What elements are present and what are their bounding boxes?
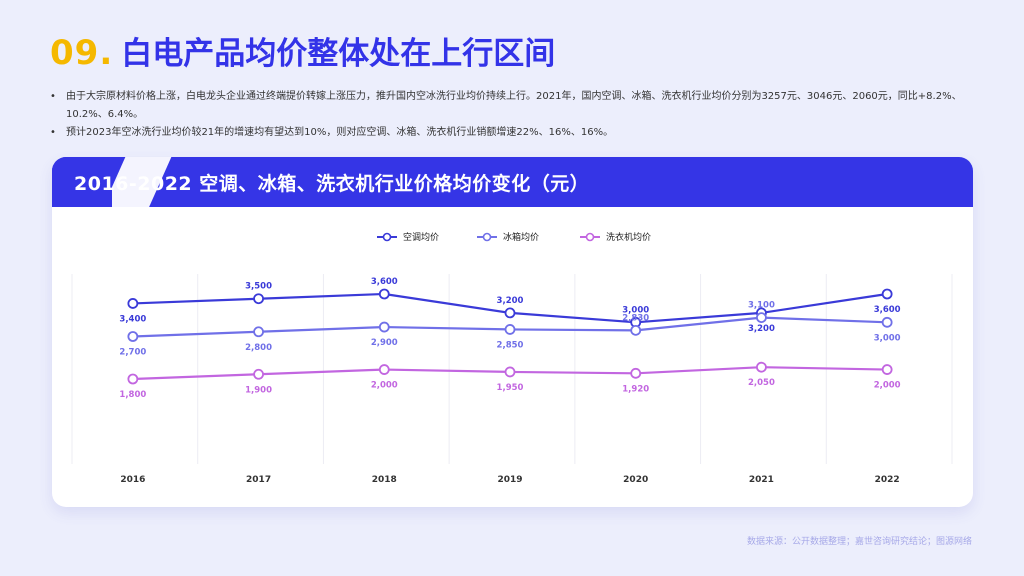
x-tick-label: 2022 — [875, 475, 900, 485]
legend-label: 空调均价 — [403, 231, 439, 243]
x-tick-label: 2017 — [246, 475, 271, 485]
data-label: 3,600 — [874, 305, 901, 315]
legend-marker — [482, 232, 492, 242]
data-label: 3,100 — [748, 301, 775, 311]
data-point — [253, 326, 264, 338]
header-stripe-mask — [52, 157, 112, 207]
data-label: 1,920 — [622, 384, 649, 394]
data-label: 3,000 — [622, 305, 649, 315]
data-point — [504, 307, 516, 319]
data-label: 3,200 — [748, 324, 775, 334]
data-label: 2,000 — [371, 381, 398, 391]
data-point — [127, 331, 139, 342]
data-label: 3,500 — [245, 282, 272, 292]
data-label: 1,900 — [245, 385, 272, 395]
data-label: 3,600 — [371, 277, 398, 287]
data-point — [881, 316, 893, 328]
title-row: 09. 白电产品均价整体处在上行区间 — [50, 28, 555, 73]
data-point — [253, 368, 264, 380]
data-point — [630, 324, 642, 336]
data-label: 1,950 — [497, 383, 524, 393]
legend-item: 洗衣机均价 — [580, 231, 651, 243]
data-point — [881, 364, 893, 375]
bullet-item: 由于大宗原材料价格上涨，白电龙头企业通过终端提价转嫁上涨压力，推升国内空冰洗行业… — [50, 88, 980, 124]
data-label: 2,830 — [622, 313, 649, 323]
data-point — [504, 366, 516, 378]
data-point — [127, 373, 139, 385]
data-point — [378, 321, 390, 333]
legend-item: 冰箱均价 — [477, 231, 539, 243]
data-label: 2,700 — [119, 348, 146, 358]
data-label: 2,050 — [748, 378, 775, 388]
legend-item: 空调均价 — [377, 231, 439, 243]
data-point — [127, 298, 139, 309]
data-point — [378, 288, 390, 300]
data-point — [881, 288, 893, 300]
page-title: 白电产品均价整体处在上行区间 — [121, 36, 556, 72]
x-tick-label: 2018 — [372, 475, 397, 485]
x-tick-label: 2021 — [749, 475, 774, 485]
x-tick-label: 2016 — [120, 475, 145, 485]
data-label: 2,800 — [245, 343, 272, 353]
chart-card-header: 2016-2022 空调、冰箱、洗衣机行业价格均价变化（元） — [52, 157, 973, 207]
section-number: 09. — [50, 33, 114, 73]
legend-marker — [382, 232, 392, 242]
legend-label: 冰箱均价 — [503, 231, 539, 243]
data-label: 3,000 — [874, 333, 901, 343]
data-label: 2,900 — [371, 338, 398, 348]
x-tick-label: 2019 — [497, 475, 522, 485]
data-label: 2,850 — [497, 340, 524, 350]
legend-label: 洗衣机均价 — [606, 231, 651, 243]
data-point — [378, 364, 390, 375]
data-point — [253, 293, 264, 305]
data-point — [630, 367, 642, 379]
bullet-list: 由于大宗原材料价格上涨，白电龙头企业通过终端提价转嫁上涨压力，推升国内空冰洗行业… — [50, 88, 980, 142]
data-point — [756, 361, 767, 373]
data-label: 3,200 — [497, 296, 524, 306]
data-point — [504, 324, 516, 335]
chart-title: 2016-2022 空调、冰箱、洗衣机行业价格均价变化（元） — [74, 173, 590, 195]
data-point — [756, 312, 767, 324]
chart-card: 2016-2022 空调、冰箱、洗衣机行业价格均价变化（元） 2016 2017 2… — [52, 157, 973, 507]
source-note: 数据来源：公开数据整理；嘉世咨询研究结论；图源网络 — [746, 537, 972, 547]
bullet-item: 预计2023年空冰洗行业均价较21年的增速均有望达到10%，则对应空调、冰箱、洗… — [50, 124, 980, 142]
data-label: 3,400 — [119, 314, 146, 324]
x-tick-label: 2020 — [623, 475, 648, 485]
line-chart: 2016 2017 2018 2019 2020 2021 2022 空调均价 冰箱均价 洗衣机均… — [71, 231, 953, 485]
data-label: 2,000 — [874, 381, 901, 391]
data-label: 1,800 — [119, 390, 146, 400]
legend-marker — [585, 232, 595, 242]
